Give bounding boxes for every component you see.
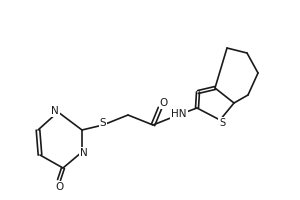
Text: O: O (160, 98, 168, 108)
Text: HN: HN (171, 109, 187, 119)
Text: O: O (55, 182, 63, 192)
Text: S: S (100, 118, 106, 128)
Text: N: N (80, 148, 88, 158)
Text: N: N (51, 106, 59, 116)
Text: S: S (219, 118, 225, 128)
